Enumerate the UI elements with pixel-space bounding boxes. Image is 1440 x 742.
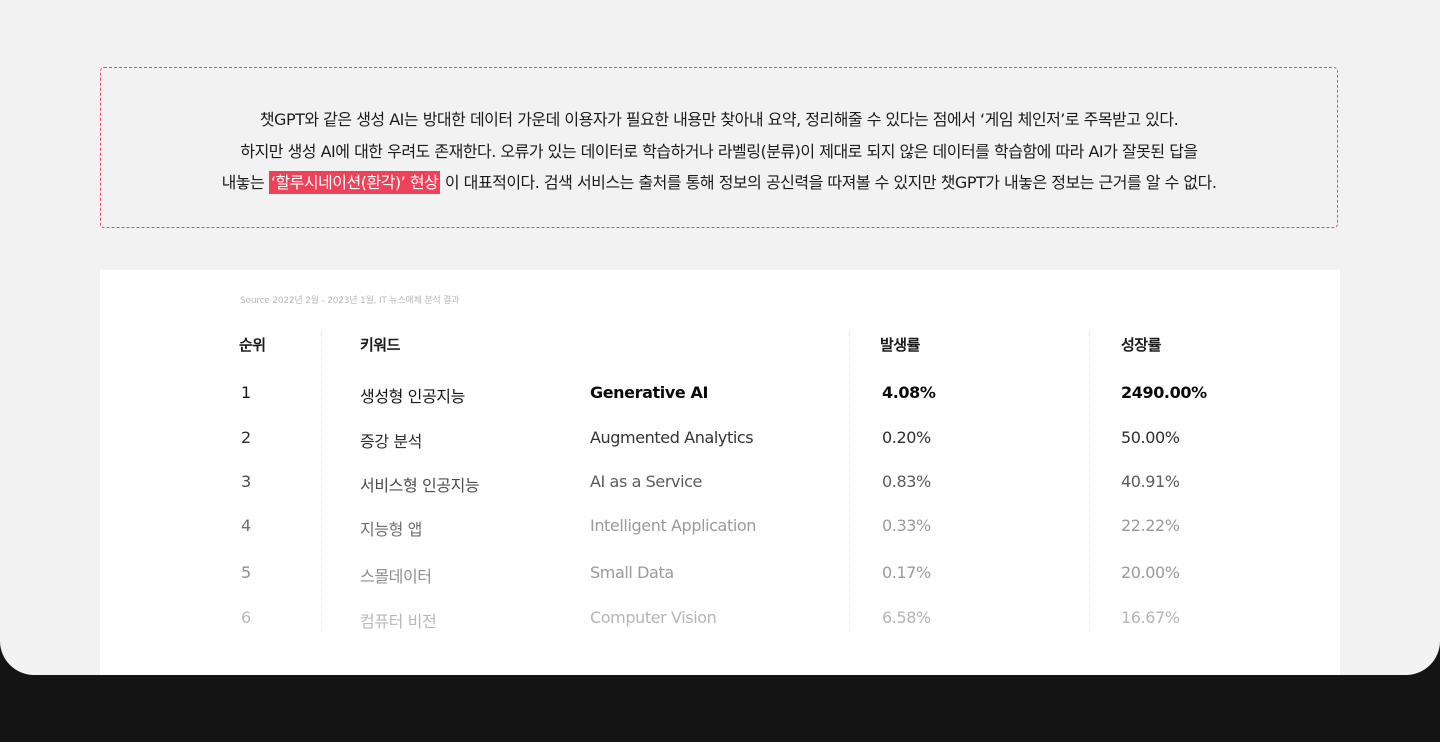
rank-cell: 1 — [241, 383, 251, 402]
table-row: 6 컴퓨터 비전 Computer Vision 6.58% 16.67% — [100, 608, 1340, 638]
growth-cell: 16.67% — [1121, 608, 1180, 627]
quote-line-3-suffix: 이 대표적이다. 검색 서비스는 출처를 통해 정보의 공신력을 따져볼 수 있… — [444, 173, 1217, 192]
header-keyword: 키워드 — [360, 336, 400, 354]
table-row: 4 지능형 앱 Intelligent Application 0.33% 22… — [100, 516, 1340, 546]
quote-line-2: 하지만 생성 AI에 대한 우려도 존재한다. 오류가 있는 데이터로 학습하거… — [240, 142, 1198, 161]
rank-cell: 6 — [241, 608, 251, 627]
column-divider — [321, 332, 322, 632]
quote-line-3-prefix: 내놓는 — [221, 173, 269, 192]
rank-cell: 5 — [241, 563, 251, 582]
keyword-kr-cell: 서비스형 인공지능 — [360, 476, 480, 495]
keyword-kr-cell: 스몰데이터 — [360, 567, 432, 586]
occurrence-cell: 0.83% — [882, 472, 931, 491]
keyword-en-cell: Augmented Analytics — [590, 428, 754, 447]
growth-cell: 20.00% — [1121, 563, 1180, 582]
table-row: 5 스몰데이터 Small Data 0.17% 20.00% — [100, 563, 1340, 593]
keyword-kr-cell: 컴퓨터 비전 — [360, 612, 437, 631]
keyword-en-cell: Generative AI — [590, 383, 709, 402]
table-row: 3 서비스형 인공지능 AI as a Service 0.83% 40.91% — [100, 472, 1340, 502]
keyword-en-cell: Intelligent Application — [590, 516, 757, 535]
rank-cell: 2 — [241, 428, 251, 447]
page-background: 챗GPT와 같은 생성 AI는 방대한 데이터 가운데 이용자가 필요한 내용만… — [0, 0, 1440, 675]
keyword-en-cell: Small Data — [590, 563, 674, 582]
table-row: 2 증강 분석 Augmented Analytics 0.20% 50.00% — [100, 428, 1340, 458]
occurrence-cell: 0.17% — [882, 563, 931, 582]
rank-cell: 4 — [241, 516, 251, 535]
hallucination-highlight: ‘할루시네이션(환각)’ 현상 — [268, 171, 441, 194]
header-occurrence: 발생률 — [880, 336, 920, 354]
quote-line-3: 내놓는 ‘할루시네이션(환각)’ 현상 이 대표적이다. 검색 서비스는 출처를… — [101, 169, 1337, 194]
header-growth: 성장률 — [1121, 336, 1161, 354]
header-rank: 순위 — [239, 336, 266, 354]
growth-cell: 50.00% — [1121, 428, 1180, 447]
growth-cell: 2490.00% — [1121, 383, 1207, 402]
keyword-table: Source 2022년 2월 - 2023년 1월, IT 뉴스매체 분석 결… — [100, 270, 1340, 675]
column-divider — [849, 332, 850, 632]
growth-cell: 22.22% — [1121, 516, 1180, 535]
keyword-kr-cell: 증강 분석 — [360, 432, 422, 451]
keyword-en-cell: AI as a Service — [590, 472, 703, 491]
column-divider — [1089, 332, 1090, 632]
table-row: 1 생성형 인공지능 Generative AI 4.08% 2490.00% — [100, 383, 1340, 413]
occurrence-cell: 0.20% — [882, 428, 931, 447]
rank-cell: 3 — [241, 472, 251, 491]
keyword-kr-cell: 생성형 인공지능 — [360, 387, 465, 406]
keyword-en-cell: Computer Vision — [590, 608, 717, 627]
occurrence-cell: 0.33% — [882, 516, 931, 535]
occurrence-cell: 6.58% — [882, 608, 931, 627]
growth-cell: 40.91% — [1121, 472, 1180, 491]
keyword-kr-cell: 지능형 앱 — [360, 520, 422, 539]
quote-box: 챗GPT와 같은 생성 AI는 방대한 데이터 가운데 이용자가 필요한 내용만… — [100, 67, 1338, 228]
occurrence-cell: 4.08% — [882, 383, 936, 402]
quote-line-1: 챗GPT와 같은 생성 AI는 방대한 데이터 가운데 이용자가 필요한 내용만… — [259, 110, 1179, 129]
table-source: Source 2022년 2월 - 2023년 1월, IT 뉴스매체 분석 결… — [240, 296, 460, 306]
